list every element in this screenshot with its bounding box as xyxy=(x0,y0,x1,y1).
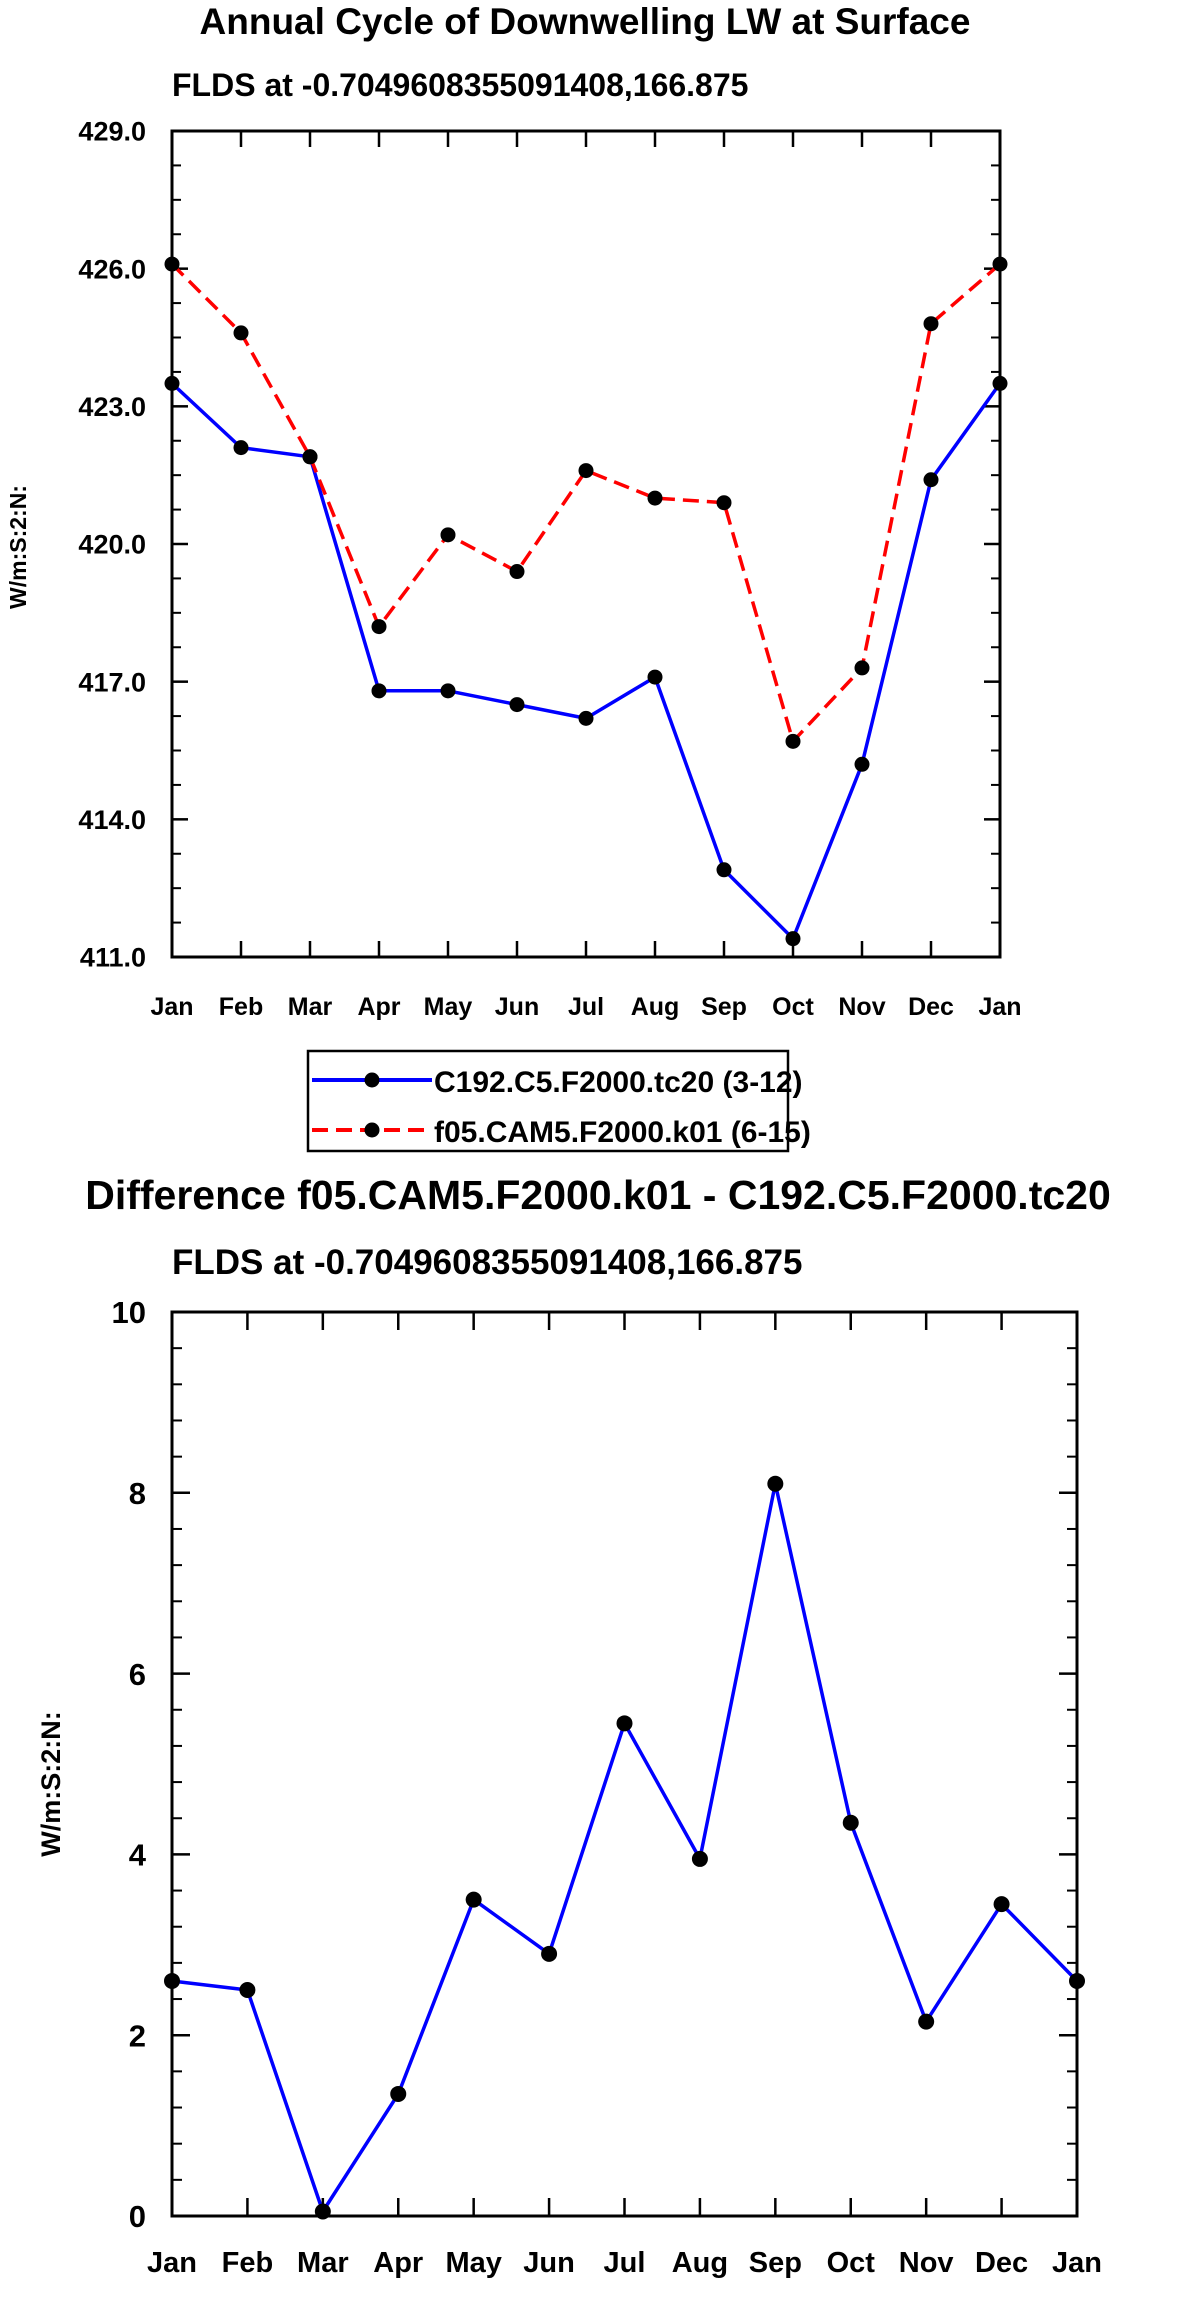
y-tick-label-group: 411.0 414.0 417.0 420.0 423.0 426.0 429.0 xyxy=(78,117,146,973)
x-tick-label: Nov xyxy=(899,2247,954,2279)
y-tick-label-group: 0 2 4 6 8 10 xyxy=(112,1295,147,2234)
x-tick-label: Sep xyxy=(701,993,747,1021)
chart-subtitle: FLDS at -0.7049608355091408,166.875 xyxy=(172,1243,802,1282)
y-tick-label: 414.0 xyxy=(78,805,146,835)
x-tick-label: May xyxy=(445,2247,501,2279)
legend-box xyxy=(306,1049,790,1153)
x-tick-label: Nov xyxy=(838,993,885,1021)
data-point xyxy=(785,733,801,749)
x-tick-label: Jul xyxy=(568,993,604,1021)
data-point xyxy=(371,619,387,635)
legend-entry-1: f05.CAM5.F2000.k01 (6-15) xyxy=(312,1116,811,1149)
x-tick-label: Aug xyxy=(672,2247,728,2279)
y-tick-label: 417.0 xyxy=(78,667,146,697)
data-point xyxy=(647,669,663,685)
annual-cycle-chart: Annual Cycle of Downwelling LW at Surfac… xyxy=(5,1,1022,1021)
data-point xyxy=(691,1850,708,1867)
data-point xyxy=(918,2013,935,2030)
y-axis-label: W/m:S:2:N: xyxy=(36,1711,66,1856)
y-tick-label: 411.0 xyxy=(80,943,146,973)
x-tick-label: Jun xyxy=(523,2247,575,2279)
legend-entry-0: C192.C5.F2000.tc20 (3-12) xyxy=(312,1066,803,1099)
x-tick-label: Jan xyxy=(150,993,193,1021)
data-point xyxy=(923,472,939,488)
data-point xyxy=(233,325,249,341)
data-point xyxy=(371,683,387,699)
x-tick-label: Sep xyxy=(749,2247,802,2279)
data-point xyxy=(716,862,732,878)
data-point xyxy=(465,1891,482,1908)
y-tick-label: 0 xyxy=(129,2199,146,2234)
x-tick-label: Jan xyxy=(978,993,1021,1021)
plot-frame xyxy=(170,129,1002,959)
data-point xyxy=(578,710,594,726)
x-tick-label: Jan xyxy=(1052,2247,1102,2279)
series-group xyxy=(164,1475,1085,2220)
x-tick-label: Apr xyxy=(373,2247,423,2279)
x-tick-label: Apr xyxy=(357,993,400,1021)
x-tick-label-group: Jan Feb Mar Apr May Jun Jul Aug Sep Oct Nov Dec Jan xyxy=(147,2247,1102,2279)
y-tick-label: 423.0 xyxy=(78,392,146,422)
data-point xyxy=(541,1945,558,1962)
data-point xyxy=(616,1715,633,1732)
y-tick-label: 426.0 xyxy=(78,254,146,284)
y-tick-label: 429.0 xyxy=(78,117,146,147)
data-point xyxy=(854,756,870,772)
legend: C192.C5.F2000.tc20 (3-12) f05.CAM5.F2000… xyxy=(306,1049,811,1153)
series-group xyxy=(164,256,1008,947)
tick-group xyxy=(170,129,1002,959)
y-axis-label: W/m:S:2:N: xyxy=(5,485,31,609)
y-tick-label: 2 xyxy=(129,2018,146,2053)
series-line-1 xyxy=(170,262,1002,744)
chart-subtitle: FLDS at -0.7049608355091408,166.875 xyxy=(172,67,748,103)
x-tick-label: Oct xyxy=(772,993,814,1021)
data-point xyxy=(767,1475,784,1492)
data-point xyxy=(233,440,249,456)
legend-label-0: C192.C5.F2000.tc20 (3-12) xyxy=(434,1066,803,1099)
data-point xyxy=(647,490,663,506)
x-tick-label: Feb xyxy=(222,2247,274,2279)
y-tick-label: 8 xyxy=(129,1476,146,1511)
legend-marker-0 xyxy=(364,1072,380,1088)
y-tick-label: 4 xyxy=(129,1838,147,1873)
data-point xyxy=(716,495,732,511)
data-point xyxy=(390,2085,407,2102)
x-tick-label-group: Jan Feb Mar Apr May Jun Jul Aug Sep Oct Nov Dec Jan xyxy=(150,993,1021,1021)
x-tick-label: Jun xyxy=(495,993,539,1021)
x-tick-label: Dec xyxy=(975,2247,1028,2279)
tick-group xyxy=(170,1310,1079,2218)
data-point xyxy=(842,1814,859,1831)
x-tick-label: Jan xyxy=(147,2247,197,2279)
x-tick-label: May xyxy=(424,993,473,1021)
chart-title: Annual Cycle of Downwelling LW at Surfac… xyxy=(200,1,971,42)
x-tick-label: Feb xyxy=(219,993,263,1021)
chart-title: Difference f05.CAM5.F2000.k01 - C192.C5.… xyxy=(85,1172,1111,1218)
data-point xyxy=(302,449,318,465)
data-point xyxy=(509,564,525,580)
x-tick-label: Aug xyxy=(631,993,680,1021)
data-point xyxy=(923,316,939,332)
data-point xyxy=(785,931,801,947)
x-tick-label: Mar xyxy=(297,2247,349,2279)
legend-label-1: f05.CAM5.F2000.k01 (6-15) xyxy=(434,1116,811,1149)
data-point xyxy=(440,527,456,543)
data-point xyxy=(509,697,525,713)
plot-frame xyxy=(170,1310,1079,2218)
difference-chart: Difference f05.CAM5.F2000.k01 - C192.C5.… xyxy=(36,1172,1111,2279)
x-tick-label: Dec xyxy=(908,993,954,1021)
data-point xyxy=(578,463,594,479)
x-tick-label: Mar xyxy=(288,993,333,1021)
x-tick-label: Jul xyxy=(604,2247,646,2279)
data-point xyxy=(993,1896,1010,1913)
x-tick-label: Oct xyxy=(827,2247,876,2279)
y-tick-label: 420.0 xyxy=(78,530,146,560)
y-tick-label: 6 xyxy=(129,1657,146,1692)
data-point xyxy=(239,1982,256,1998)
data-point xyxy=(440,683,456,699)
y-tick-label: 10 xyxy=(112,1295,146,1330)
legend-marker-1 xyxy=(364,1122,380,1138)
data-point xyxy=(854,660,870,676)
series-line-0 xyxy=(171,1482,1079,2214)
